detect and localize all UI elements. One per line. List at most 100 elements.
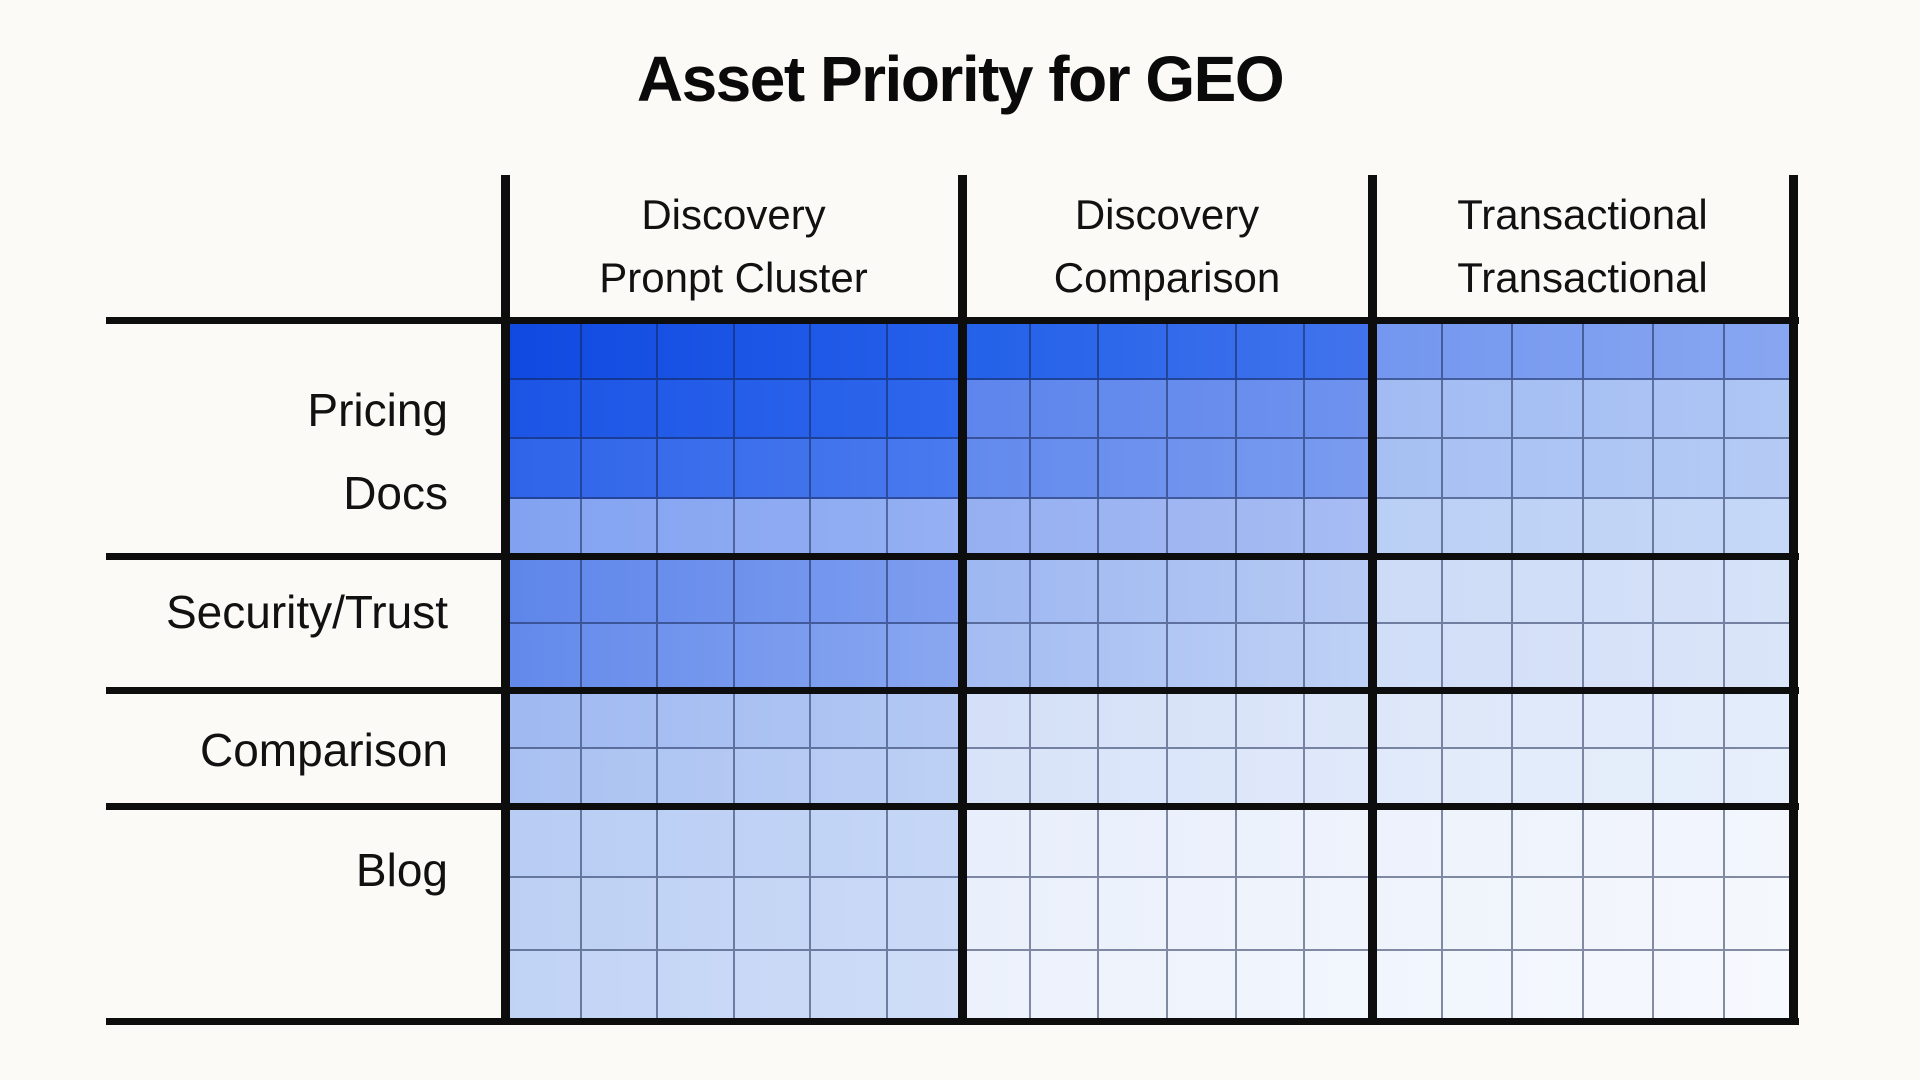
heatmap-cell (1305, 380, 1372, 438)
heatmap-cell (1443, 379, 1513, 437)
heatmap-cell (811, 624, 888, 690)
heatmap-mini-row (1372, 498, 1793, 556)
heatmap-cell (1654, 498, 1725, 556)
heatmap-cell (1305, 556, 1372, 622)
grid-line-horizontal (106, 802, 1799, 810)
heatmap-block-r1-c2 (1372, 556, 1793, 690)
heatmap-mini-row (962, 749, 1372, 806)
heatmap-cell (582, 624, 658, 690)
heatmap-cell (735, 379, 811, 437)
heatmap-block-r0-c0 (505, 320, 962, 556)
heatmap-cell (888, 439, 963, 497)
heatmap-cell (962, 749, 1031, 806)
heatmap-block-r3-c2 (1372, 806, 1793, 1021)
column-header-line2: Transactional (1457, 254, 1708, 301)
heatmap-cell (1513, 498, 1584, 556)
grid-line-vertical (957, 175, 967, 1025)
heatmap-block-r3-c1 (962, 806, 1372, 1021)
heatmap-cell (1305, 878, 1372, 948)
heatmap-cell (962, 624, 1031, 690)
heatmap-cell (1168, 806, 1237, 877)
heatmap-mini-row (1372, 624, 1793, 690)
heatmap-cell (811, 806, 888, 877)
heatmap-cell (1099, 498, 1169, 556)
heatmap-cell (1305, 690, 1372, 747)
heatmap-mini-row (505, 749, 962, 806)
heatmap-block-r0-c1 (962, 320, 1372, 556)
heatmap-cell (1305, 749, 1372, 806)
heatmap-cell (658, 624, 735, 690)
heatmap-cell (888, 380, 963, 438)
heatmap-cell (1725, 380, 1794, 438)
heatmap-cell (1168, 556, 1237, 622)
heatmap-cell (1237, 806, 1306, 877)
heatmap-cell (1584, 749, 1654, 806)
heatmap-mini-row (1372, 320, 1793, 380)
heatmap-cell (1031, 749, 1100, 806)
heatmap-cell (1237, 439, 1306, 497)
heatmap-cell (888, 499, 963, 557)
heatmap-cell (1099, 950, 1169, 1021)
heatmap-cell (582, 950, 658, 1021)
heatmap-cell (735, 806, 811, 877)
heatmap-cell (1443, 498, 1513, 556)
heatmap-mini-row (1372, 556, 1793, 624)
heatmap-cell (1305, 624, 1372, 690)
heatmap-cell (735, 498, 811, 556)
heatmap-mini-row (505, 690, 962, 749)
heatmap-mini-row (505, 806, 963, 879)
heatmap-cell (962, 439, 1031, 497)
grid-line-horizontal (106, 552, 1799, 560)
heatmap-cell (1584, 690, 1654, 747)
heatmap-cell (811, 498, 888, 556)
heatmap-cell (1513, 439, 1584, 497)
heatmap-cell (1168, 690, 1237, 747)
heatmap-cell (1725, 749, 1794, 806)
row-label-pricing: Pricing (307, 384, 448, 436)
heatmap-cell (1031, 320, 1100, 378)
heatmap-cell (1031, 806, 1100, 877)
heatmap-cell (888, 878, 963, 948)
heatmap-cell (658, 556, 735, 622)
heatmap-mini-row (505, 950, 962, 1021)
heatmap-cell (1372, 806, 1443, 877)
heatmap-cell (582, 690, 658, 747)
heatmap-cell (1305, 951, 1372, 1021)
heatmap-cell (1031, 498, 1100, 556)
heatmap-cell (1168, 950, 1237, 1021)
heatmap-cell (1725, 806, 1794, 876)
heatmap-cell (1099, 379, 1169, 437)
heatmap-cell (1237, 498, 1306, 556)
heatmap-cell (1031, 878, 1100, 949)
heatmap-cell (1725, 556, 1794, 622)
heatmap-cell (1372, 439, 1443, 497)
heatmap-mini-row (1372, 439, 1793, 499)
heatmap-cell (1443, 690, 1513, 747)
heatmap-mini-row (505, 878, 963, 951)
heatmap-cell (1725, 439, 1794, 497)
heatmap-cell (1513, 556, 1584, 622)
heatmap-cell (1168, 498, 1237, 556)
heatmap-cell (1654, 806, 1725, 877)
heatmap-mini-row (962, 950, 1372, 1021)
heatmap-cell (811, 556, 888, 622)
heatmap-cell (1237, 624, 1306, 690)
heatmap-cell (1099, 690, 1169, 747)
heatmap-cell (1654, 439, 1725, 497)
heatmap-cell (1443, 950, 1513, 1021)
heatmap-cell (962, 556, 1031, 622)
heatmap-cell (1372, 320, 1443, 378)
column-header-discovery-prompt-cluster: Discovery Pronpt Cluster (511, 175, 956, 317)
heatmap-mini-row (962, 320, 1372, 380)
heatmap-cell (1031, 950, 1100, 1021)
heatmap-mini-row (1372, 878, 1793, 951)
heatmap-cell (1372, 624, 1443, 690)
heatmap-cell (888, 806, 963, 876)
heatmap-cell (1237, 690, 1306, 747)
grid-line-horizontal (106, 686, 1799, 694)
heatmap-mini-row (505, 556, 962, 624)
heatmap-cell (735, 878, 811, 949)
heatmap-cell (1099, 439, 1169, 497)
heatmap-cell (1443, 806, 1513, 877)
heatmap-cell (1513, 624, 1584, 690)
